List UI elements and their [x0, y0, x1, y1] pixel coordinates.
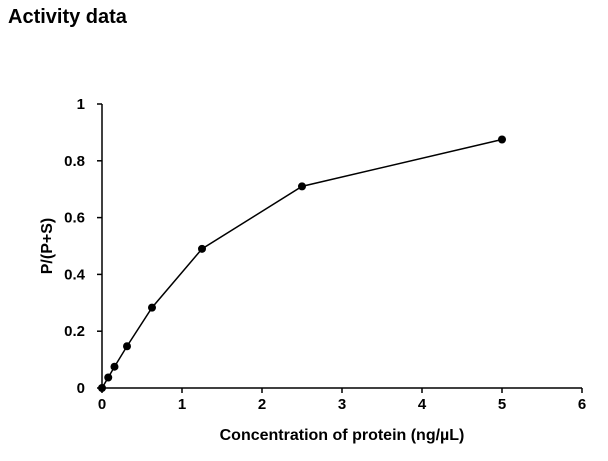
- x-tick-label: 3: [338, 396, 346, 413]
- y-tick-label: 0: [77, 380, 85, 397]
- data-point: [198, 244, 206, 253]
- x-tick-label: 2: [258, 396, 266, 413]
- axes: [101, 104, 582, 389]
- chart-title: Activity data: [8, 6, 127, 28]
- y-tick-label: 0.6: [64, 210, 85, 227]
- y-axis-ticks: 0 0.2 0.4 0.6 0.8 1: [64, 96, 102, 397]
- y-axis-label: P/(P+S): [39, 218, 56, 274]
- y-tick-label: 1: [77, 96, 85, 113]
- y-tick-label: 0.2: [64, 323, 85, 340]
- data-point: [148, 303, 156, 312]
- x-tick-label: 0: [98, 396, 106, 413]
- data-point: [110, 362, 119, 371]
- data-point: [98, 384, 106, 392]
- x-tick-label: 4: [418, 396, 427, 413]
- x-axis-ticks: 0 1 2 3 4 5 6: [98, 388, 586, 413]
- x-tick-label: 6: [578, 396, 586, 413]
- y-tick-label: 0.8: [64, 153, 85, 170]
- x-tick-label: 5: [498, 396, 506, 413]
- x-tick-label: 1: [178, 396, 186, 413]
- data-point: [104, 373, 113, 382]
- x-axis-label: Concentration of protein (ng/µL): [220, 427, 465, 444]
- data-point: [498, 135, 506, 144]
- y-tick-label: 0.4: [64, 266, 86, 283]
- data-point: [123, 342, 131, 351]
- data-series: [98, 135, 506, 392]
- data-point: [298, 182, 306, 191]
- series-line: [101, 138, 503, 389]
